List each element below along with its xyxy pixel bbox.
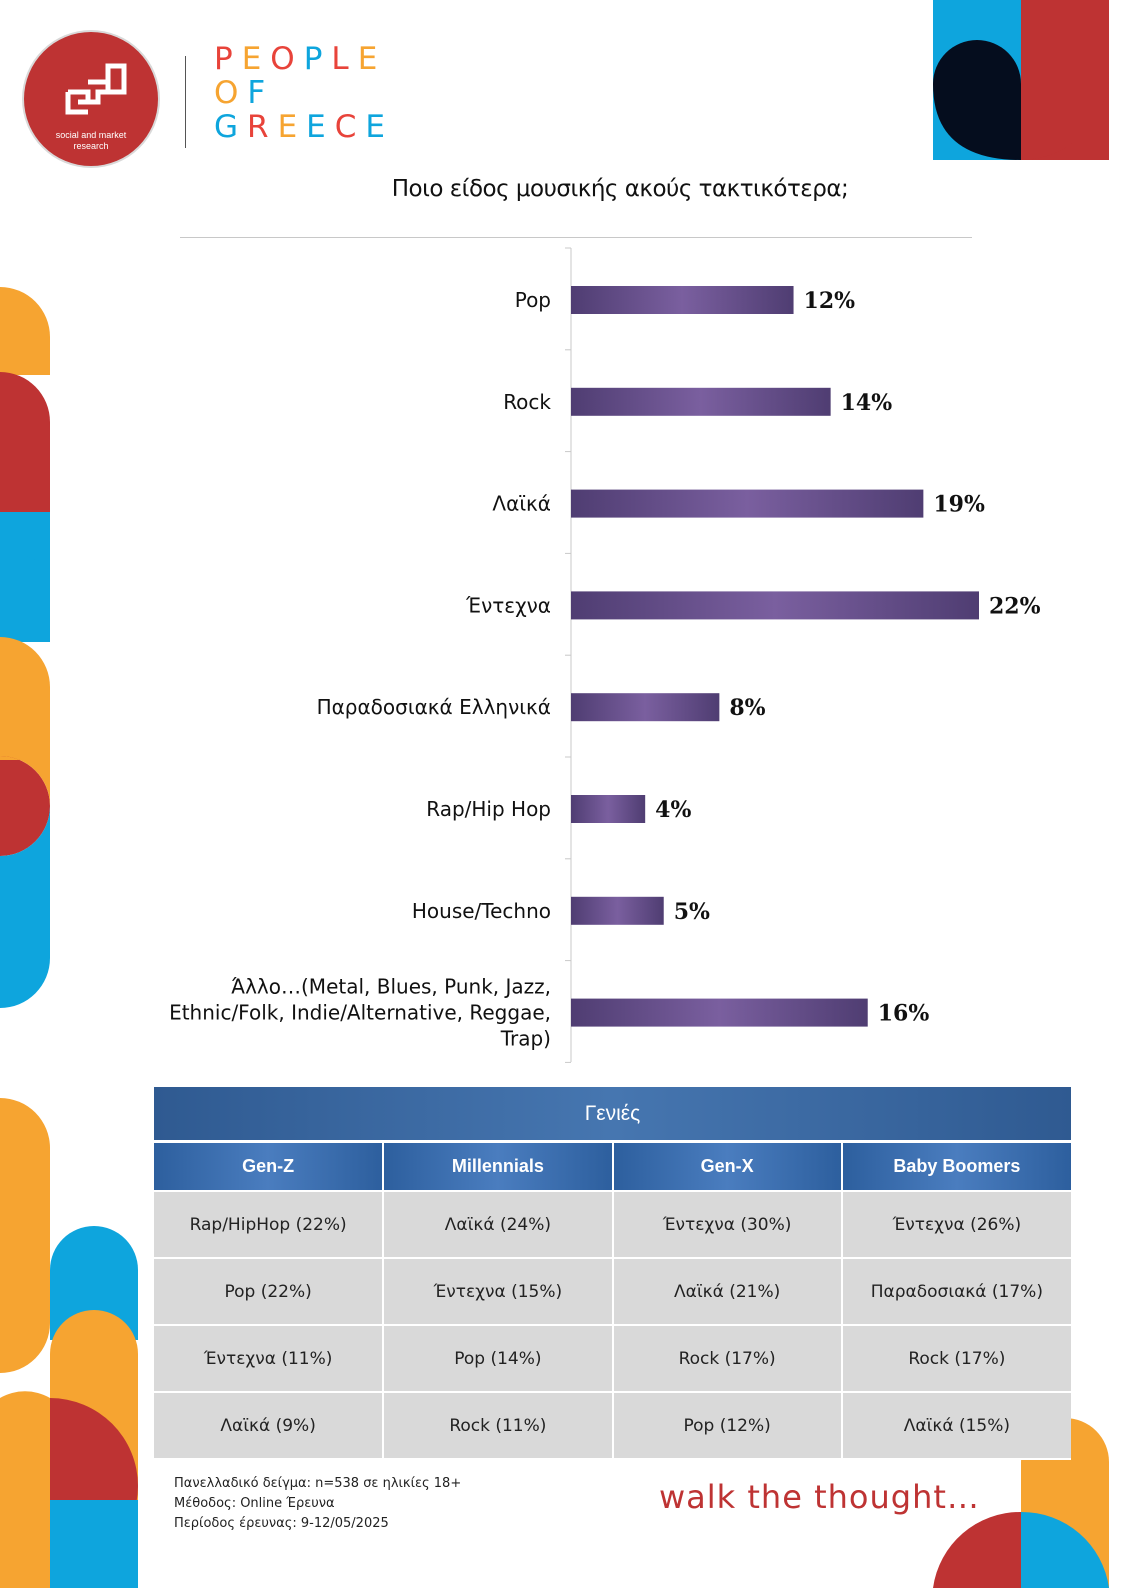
- bar: [571, 795, 646, 823]
- table-cell: Παραδοσιακά (17%): [841, 1258, 1071, 1326]
- data-label: 22%: [989, 593, 1041, 619]
- ssd-logo-mark: [65, 63, 127, 115]
- brand-line: OF: [214, 78, 274, 109]
- generations-table: Γενιές Gen-Z Millennials Gen-X Baby Boom…: [154, 1087, 1071, 1460]
- table-cell: Pop (22%): [154, 1258, 385, 1326]
- data-label: 12%: [804, 288, 856, 314]
- data-label: 19%: [933, 492, 985, 518]
- table-cell: Έντεχνα (26%): [841, 1191, 1071, 1259]
- brand-letter: P: [214, 41, 242, 77]
- generations-table-title: Γενιές: [154, 1087, 1071, 1143]
- bar: [571, 896, 664, 925]
- category-label: Άλλο…(Metal, Blues, Punk, Jazz, Ethnic/Fo…: [169, 975, 551, 1051]
- table-cell: Έντεχνα (30%): [612, 1191, 843, 1259]
- logo-divider: [185, 56, 186, 148]
- brand-letter: E: [306, 109, 335, 145]
- footnote-sample: Πανελλαδικό δείγμα: n=538 σε ηλικίες 18+: [174, 1476, 462, 1491]
- brand-letter: F: [247, 75, 275, 111]
- table-cell: Pop (14%): [383, 1325, 614, 1393]
- brand-letter: O: [270, 41, 304, 77]
- brand-letter: G: [214, 109, 248, 145]
- data-label: 4%: [655, 797, 691, 823]
- header-gen-z: Gen-Z: [154, 1141, 385, 1192]
- bar: [571, 998, 868, 1027]
- brand-letter: C: [334, 109, 366, 145]
- logo-caption: social and market research: [55, 130, 127, 151]
- table-cell: Rock (17%): [841, 1325, 1071, 1393]
- footnote-method: Μέθοδος: Online Έρευνα: [174, 1496, 335, 1511]
- category-label: Rock: [503, 390, 551, 414]
- table-row: Έντεχνα (11%) Pop (14%) Rock (17%) Rock …: [154, 1325, 1071, 1393]
- table-cell: Λαϊκά (15%): [841, 1392, 1071, 1460]
- slogan: walk the thought…: [659, 1478, 980, 1516]
- brand-line: PEOPLE: [214, 44, 386, 75]
- ssd-logo: social and market research: [24, 32, 158, 166]
- chart-title: Ποιο είδος μουσικής ακούς τακτικότερα;: [391, 176, 849, 202]
- table-cell: Λαϊκά (24%): [383, 1191, 614, 1259]
- data-label: 16%: [878, 1001, 930, 1027]
- header-gen-x: Gen-X: [612, 1141, 843, 1192]
- brand-letter: E: [241, 41, 271, 77]
- footnote-period: Περίοδος έρευνας: 9-12/05/2025: [174, 1516, 389, 1531]
- category-label: House/Techno: [412, 899, 551, 923]
- table-row: Rap/HipHop (22%) Λαϊκά (24%) Έντεχνα (30…: [154, 1191, 1071, 1259]
- table-cell: Έντεχνα (11%): [154, 1325, 385, 1393]
- brand-letter: L: [331, 41, 358, 77]
- bar: [571, 591, 979, 620]
- data-label: 14%: [841, 390, 893, 416]
- survey-footnote: Πανελλαδικό δείγμα: n=538 σε ηλικίες 18+…: [174, 1474, 461, 1534]
- table-cell: Λαϊκά (9%): [154, 1392, 385, 1460]
- table-row: Pop (22%) Έντεχνα (15%) Λαϊκά (21%) Παρα…: [154, 1258, 1071, 1326]
- category-label: Pop: [515, 288, 551, 312]
- table-row: Λαϊκά (9%) Rock (11%) Pop (12%) Λαϊκά (1…: [154, 1392, 1071, 1460]
- brand-letter: E: [277, 109, 307, 145]
- category-label: Έντεχνα: [465, 593, 551, 617]
- table-cell: Έντεχνα (15%): [383, 1258, 614, 1326]
- bar-chart: 12% Pop 14% Rock 19% Λαϊκά 22% Έντεχνα 8% Παραδοσ…: [169, 247, 1041, 1063]
- data-label: 8%: [729, 695, 765, 721]
- data-label: 5%: [674, 899, 710, 925]
- brand-letter: O: [214, 75, 248, 111]
- table-cell: Rap/HipHop (22%): [154, 1191, 385, 1259]
- brand-letter: E: [357, 41, 387, 77]
- brand-letter: E: [365, 109, 395, 145]
- table-cell: Λαϊκά (21%): [612, 1258, 843, 1326]
- brand-letter: P: [303, 41, 332, 77]
- header-millennials: Millennials: [383, 1141, 614, 1192]
- category-label: Rap/Hip Hop: [426, 797, 551, 821]
- bar: [571, 489, 924, 518]
- header-baby-boomers: Baby Boomers: [841, 1141, 1071, 1192]
- brand-letter: R: [247, 109, 278, 145]
- table-cell: Rock (11%): [383, 1392, 614, 1460]
- bar: [571, 387, 831, 416]
- table-cell: Rock (17%): [612, 1325, 843, 1393]
- table-cell: Pop (12%): [612, 1392, 843, 1460]
- category-label: Λαϊκά: [492, 492, 551, 516]
- brand-line: GREECE: [214, 112, 394, 143]
- bar: [571, 286, 794, 314]
- title-divider: [180, 237, 972, 238]
- bar: [571, 693, 720, 722]
- category-label: Παραδοσιακά Ελληνικά: [317, 695, 551, 719]
